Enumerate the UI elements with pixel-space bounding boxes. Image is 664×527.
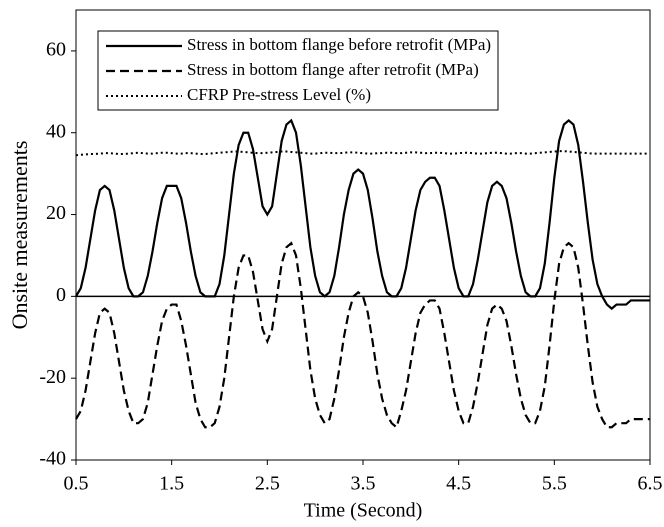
y-tick-label: 20	[46, 202, 66, 224]
x-tick-label: 3.5	[351, 473, 376, 495]
y-axis-label: Onsite measurements	[7, 141, 32, 330]
legend-label: Stress in bottom flange before retrofit …	[187, 35, 491, 54]
legend-label: Stress in bottom flange after retrofit (…	[187, 60, 479, 79]
x-axis-label: Time (Second)	[304, 500, 423, 522]
x-tick-label: 0.5	[64, 473, 89, 495]
x-tick-label: 5.5	[542, 473, 567, 495]
y-tick-label: 40	[46, 120, 66, 142]
y-tick-label: 60	[46, 39, 66, 61]
series-line	[75, 118, 650, 311]
x-tick-label: 1.5	[159, 473, 184, 495]
y-tick-label: 0	[56, 284, 66, 306]
series-line	[75, 150, 650, 157]
y-tick-label: -20	[39, 366, 66, 388]
x-tick-label: 2.5	[255, 473, 280, 495]
x-tick-label: 4.5	[446, 473, 471, 495]
legend-label: CFRP Pre-stress Level (%)	[187, 85, 371, 104]
y-tick-label: -40	[39, 448, 66, 470]
series-line	[75, 241, 650, 430]
x-tick-label: 6.5	[638, 473, 663, 495]
